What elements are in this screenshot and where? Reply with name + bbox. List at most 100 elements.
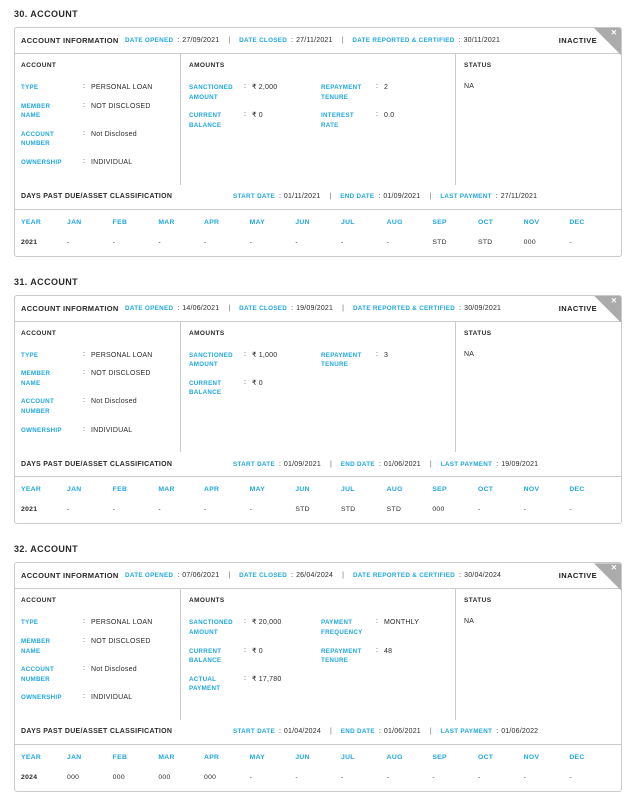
dpd-data-row: 2021 - - - - - - - - STD STD 000 - (21, 230, 615, 256)
amounts-column: AMOUNTS SANCTIONED AMOUNT : ₹ 1,000 CURR… (181, 321, 456, 453)
end-date-label: END DATE (340, 460, 375, 468)
dpd-cell: - (386, 773, 390, 781)
close-icon[interactable]: ✕ (610, 295, 617, 305)
date-closed-field: DATE CLOSED : 27/11/2021 (239, 37, 332, 44)
status-badge: INACTIVE (558, 303, 597, 313)
field-row-account-number: ACCOUNT NUMBER : Not Disclosed (21, 397, 172, 416)
colon: : (376, 83, 378, 90)
amounts-right: REPAYMENT TENURE : 2 INTEREST RATE : 0.0 (321, 83, 447, 139)
dpd-cell: 000 (112, 773, 125, 781)
ownership-value: INDIVIDUAL (91, 159, 133, 167)
month-header-cell: OCT (478, 486, 494, 494)
colon: : (376, 618, 378, 626)
field-row-current-balance: CURRENT BALANCE : ₹ 0 (189, 379, 321, 398)
month-header-cell: NOV (523, 218, 540, 226)
status-column: STATUS NA (456, 322, 621, 453)
field-row-ownership: OWNERSHIP : INDIVIDUAL (21, 158, 172, 168)
repayment-tenure-label: REPAYMENT TENURE (321, 647, 362, 665)
dpd-header: DAYS PAST DUE/ASSET CLASSIFICATION START… (15, 185, 621, 210)
account-number-label: ACCOUNT NUMBER (21, 130, 55, 148)
date-closed-field: DATE CLOSED : 26/04/2024 (239, 572, 333, 579)
amounts-left: SANCTIONED AMOUNT : ₹ 1,000 CURRENT BALA… (189, 351, 321, 407)
account-section-30: 30. ACCOUNT ✕ ACCOUNT INFORMATION DATE O… (14, 9, 622, 257)
amounts-left: SANCTIONED AMOUNT : ₹ 2,000 CURRENT BALA… (189, 83, 321, 139)
field-row-payment-frequency: PAYMENT FREQUENCY : MONTHLY (321, 618, 447, 637)
dpd-cell: - (249, 238, 253, 246)
amounts-column-title: AMOUNTS (189, 329, 225, 337)
status-value: NA (464, 618, 475, 626)
month-header-cell: OCT (478, 753, 494, 761)
field-row-repayment-tenure: REPAYMENT TENURE : 2 (321, 83, 447, 102)
end-date-field: END DATE : 01/09/2021 (340, 193, 420, 200)
colon: : (83, 369, 85, 377)
field-row-member-name: MEMBER NAME : NOT DISCLOSED (21, 102, 172, 121)
field-row-actual-payment: ACTUAL PAYMENT : ₹ 17,780 (189, 675, 321, 694)
field-separator: | (342, 304, 344, 312)
last-payment-label: LAST PAYMENT (440, 193, 492, 201)
month-header-cell: APR (204, 486, 220, 494)
status-badge: INACTIVE (558, 36, 597, 45)
amounts-subcolumns: SANCTIONED AMOUNT : ₹ 2,000 CURRENT BALA… (189, 83, 447, 139)
month-header-cell: MAY (249, 753, 266, 761)
colon: : (291, 37, 294, 44)
colon: : (83, 83, 85, 90)
account-number-value: Not Disclosed (91, 666, 137, 674)
account-card-body: ACCOUNT TYPE : PERSONAL LOAN MEMBER NAME… (15, 321, 621, 453)
colon: : (83, 350, 85, 358)
current-balance-label: CURRENT BALANCE (189, 112, 222, 129)
payment-frequency-label: PAYMENT FREQUENCY (321, 619, 363, 636)
dpd-cell: - (523, 506, 527, 514)
field-row-account-number: ACCOUNT NUMBER : Not Disclosed (21, 665, 172, 684)
dpd-cell: 000 (158, 773, 171, 781)
close-icon[interactable]: ✕ (610, 28, 617, 37)
last-payment-value: 01/06/2022 (501, 728, 539, 736)
dpd-month-table: YEAR JAN FEB MAR APR MAY JUN JUL AUG SEP… (15, 745, 621, 791)
repayment-tenure-value: 2 (384, 84, 389, 91)
colon: : (244, 378, 246, 386)
field-separator: | (329, 728, 332, 736)
amounts-column-title: AMOUNTS (189, 62, 225, 69)
colon: : (496, 460, 499, 468)
date-opened-label: DATE OPENED (125, 304, 174, 312)
colon: : (458, 37, 461, 44)
field-row-member-name: MEMBER NAME : NOT DISCLOSED (21, 637, 172, 656)
date-closed-value: 27/11/2021 (296, 37, 333, 44)
colon: : (83, 693, 85, 701)
date-opened-field: DATE OPENED : 14/06/2021 (125, 305, 219, 312)
dpd-cell: STD (432, 238, 447, 246)
status-column: STATUS NA (456, 54, 621, 185)
field-row-interest-rate: INTEREST RATE : 0.0 (321, 111, 447, 130)
account-column-title: ACCOUNT (21, 62, 57, 69)
colon: : (244, 83, 246, 90)
month-header-cell: JUN (295, 486, 310, 494)
colon: : (278, 193, 281, 201)
dpd-cell: - (249, 506, 253, 514)
ownership-value: INDIVIDUAL (91, 426, 133, 434)
colon: : (83, 129, 85, 137)
date-reported-value: 30/04/2024 (464, 572, 502, 580)
end-date-label: END DATE (340, 728, 375, 736)
account-card: ✕ ACCOUNT INFORMATION DATE OPENED : 14/0… (14, 294, 622, 525)
amounts-column-title: AMOUNTS (189, 597, 225, 605)
month-header-cell: AUG (386, 486, 403, 494)
end-date-value: 01/06/2021 (383, 460, 421, 468)
dpd-header: DAYS PAST DUE/ASSET CLASSIFICATION START… (15, 720, 621, 745)
dpd-cell: 000 (523, 238, 536, 246)
month-header-cell: JUN (295, 218, 310, 226)
colon: : (244, 111, 246, 119)
colon: : (83, 101, 85, 109)
colon: : (278, 460, 281, 468)
date-opened-field: DATE OPENED : 27/09/2021 (125, 37, 219, 44)
date-reported-value: 30/09/2021 (464, 304, 502, 312)
end-date-field: END DATE : 01/06/2021 (341, 461, 421, 468)
close-icon[interactable]: ✕ (610, 563, 617, 573)
start-date-field: START DATE : 01/09/2021 (233, 461, 321, 468)
colon: : (378, 193, 381, 201)
month-header-cell: JUN (295, 753, 310, 761)
field-row-sanctioned-amount: SANCTIONED AMOUNT : ₹ 1,000 (189, 351, 321, 370)
dpd-cell: - (569, 773, 572, 781)
dpd-cell: - (523, 773, 527, 781)
dpd-cell: 000 (204, 773, 217, 781)
account-column: ACCOUNT TYPE : PERSONAL LOAN MEMBER NAME… (15, 54, 181, 185)
dpd-title: DAYS PAST DUE/ASSET CLASSIFICATION (21, 728, 173, 736)
